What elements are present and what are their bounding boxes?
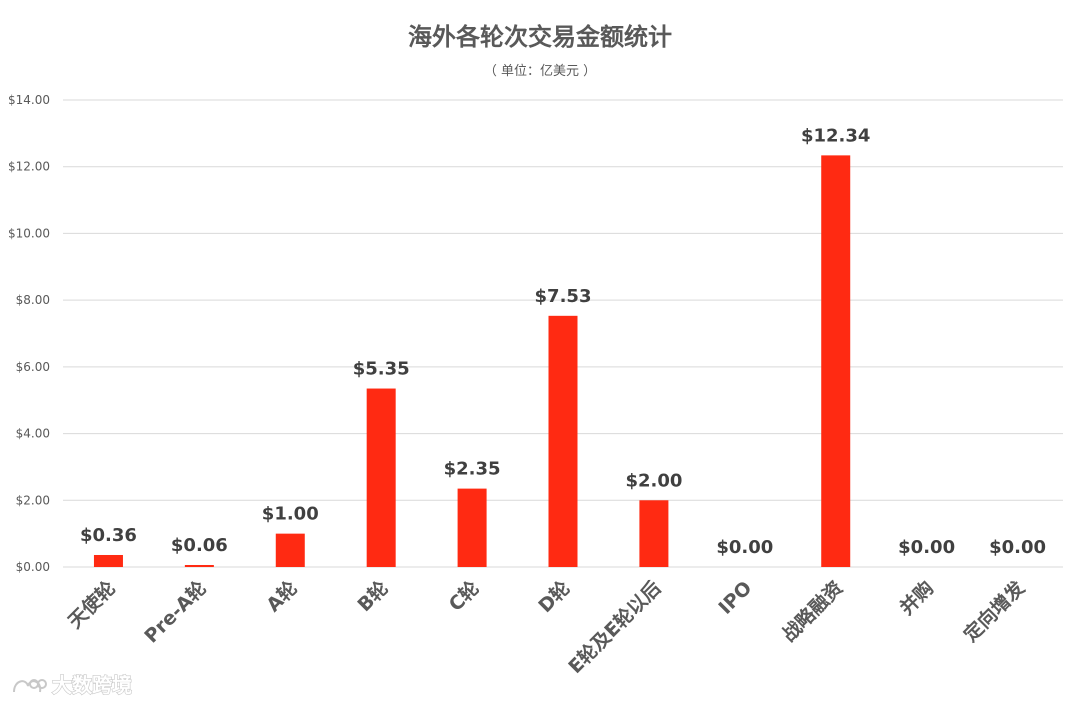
x-tick-label: C轮	[444, 576, 484, 616]
data-label: $0.36	[80, 525, 137, 546]
x-tick-label: 战略融资	[777, 576, 847, 646]
data-label: $0.06	[171, 535, 228, 556]
data-label: $2.00	[625, 470, 682, 491]
bars	[93, 155, 851, 567]
data-label: $12.34	[801, 125, 870, 146]
data-labels: $0.36 $0.06 $1.00 $5.35 $2.35 $7.53 $2.00 $0.00…	[80, 125, 1046, 558]
y-tick-label: $14.00	[8, 93, 50, 107]
y-axis-ticks: $0.00 $2.00 $4.00 $6.00 $8.00 $10.00 $12.00 $14…	[8, 93, 50, 574]
x-tick-label: D轮	[534, 576, 575, 617]
data-label: $0.00	[716, 537, 773, 558]
bar	[639, 500, 669, 567]
watermark-text: 大数跨境	[52, 673, 132, 697]
data-label: $1.00	[262, 504, 319, 525]
data-label: $0.00	[898, 537, 955, 558]
watermark-icon	[13, 679, 47, 693]
bar	[548, 315, 578, 567]
x-tick-label: E轮及E轮以后	[564, 576, 666, 678]
x-tick-label: 定向增发	[959, 576, 1030, 647]
bar	[275, 533, 305, 567]
x-tick-label: 天使轮	[63, 576, 120, 633]
data-label: $2.35	[444, 459, 501, 480]
x-tick-label: A轮	[262, 576, 302, 616]
data-label: $5.35	[353, 359, 410, 380]
y-tick-label: $12.00	[8, 160, 50, 174]
y-tick-label: $4.00	[16, 427, 50, 441]
x-tick-label: B轮	[353, 576, 393, 616]
x-tick-label: Pre-A轮	[140, 576, 211, 647]
y-tick-label: $2.00	[16, 493, 50, 507]
y-tick-label: $10.00	[8, 226, 50, 240]
bar	[93, 554, 123, 567]
chart-subtitle: （ 单位：亿美元 ）	[484, 64, 596, 79]
y-tick-label: $8.00	[16, 293, 50, 307]
bar	[366, 388, 396, 567]
x-tick-label: IPO	[715, 577, 757, 619]
bar	[457, 488, 487, 567]
data-label: $0.00	[989, 537, 1046, 558]
x-tick-label: 并购	[895, 576, 938, 619]
bar	[821, 155, 851, 567]
watermark-logo: 大数跨境	[13, 672, 133, 698]
y-tick-label: $6.00	[16, 360, 50, 374]
chart-title: 海外各轮次交易金额统计	[408, 23, 672, 51]
bar	[184, 564, 214, 567]
y-tick-label: $0.00	[16, 560, 50, 574]
data-label: $7.53	[535, 286, 592, 307]
